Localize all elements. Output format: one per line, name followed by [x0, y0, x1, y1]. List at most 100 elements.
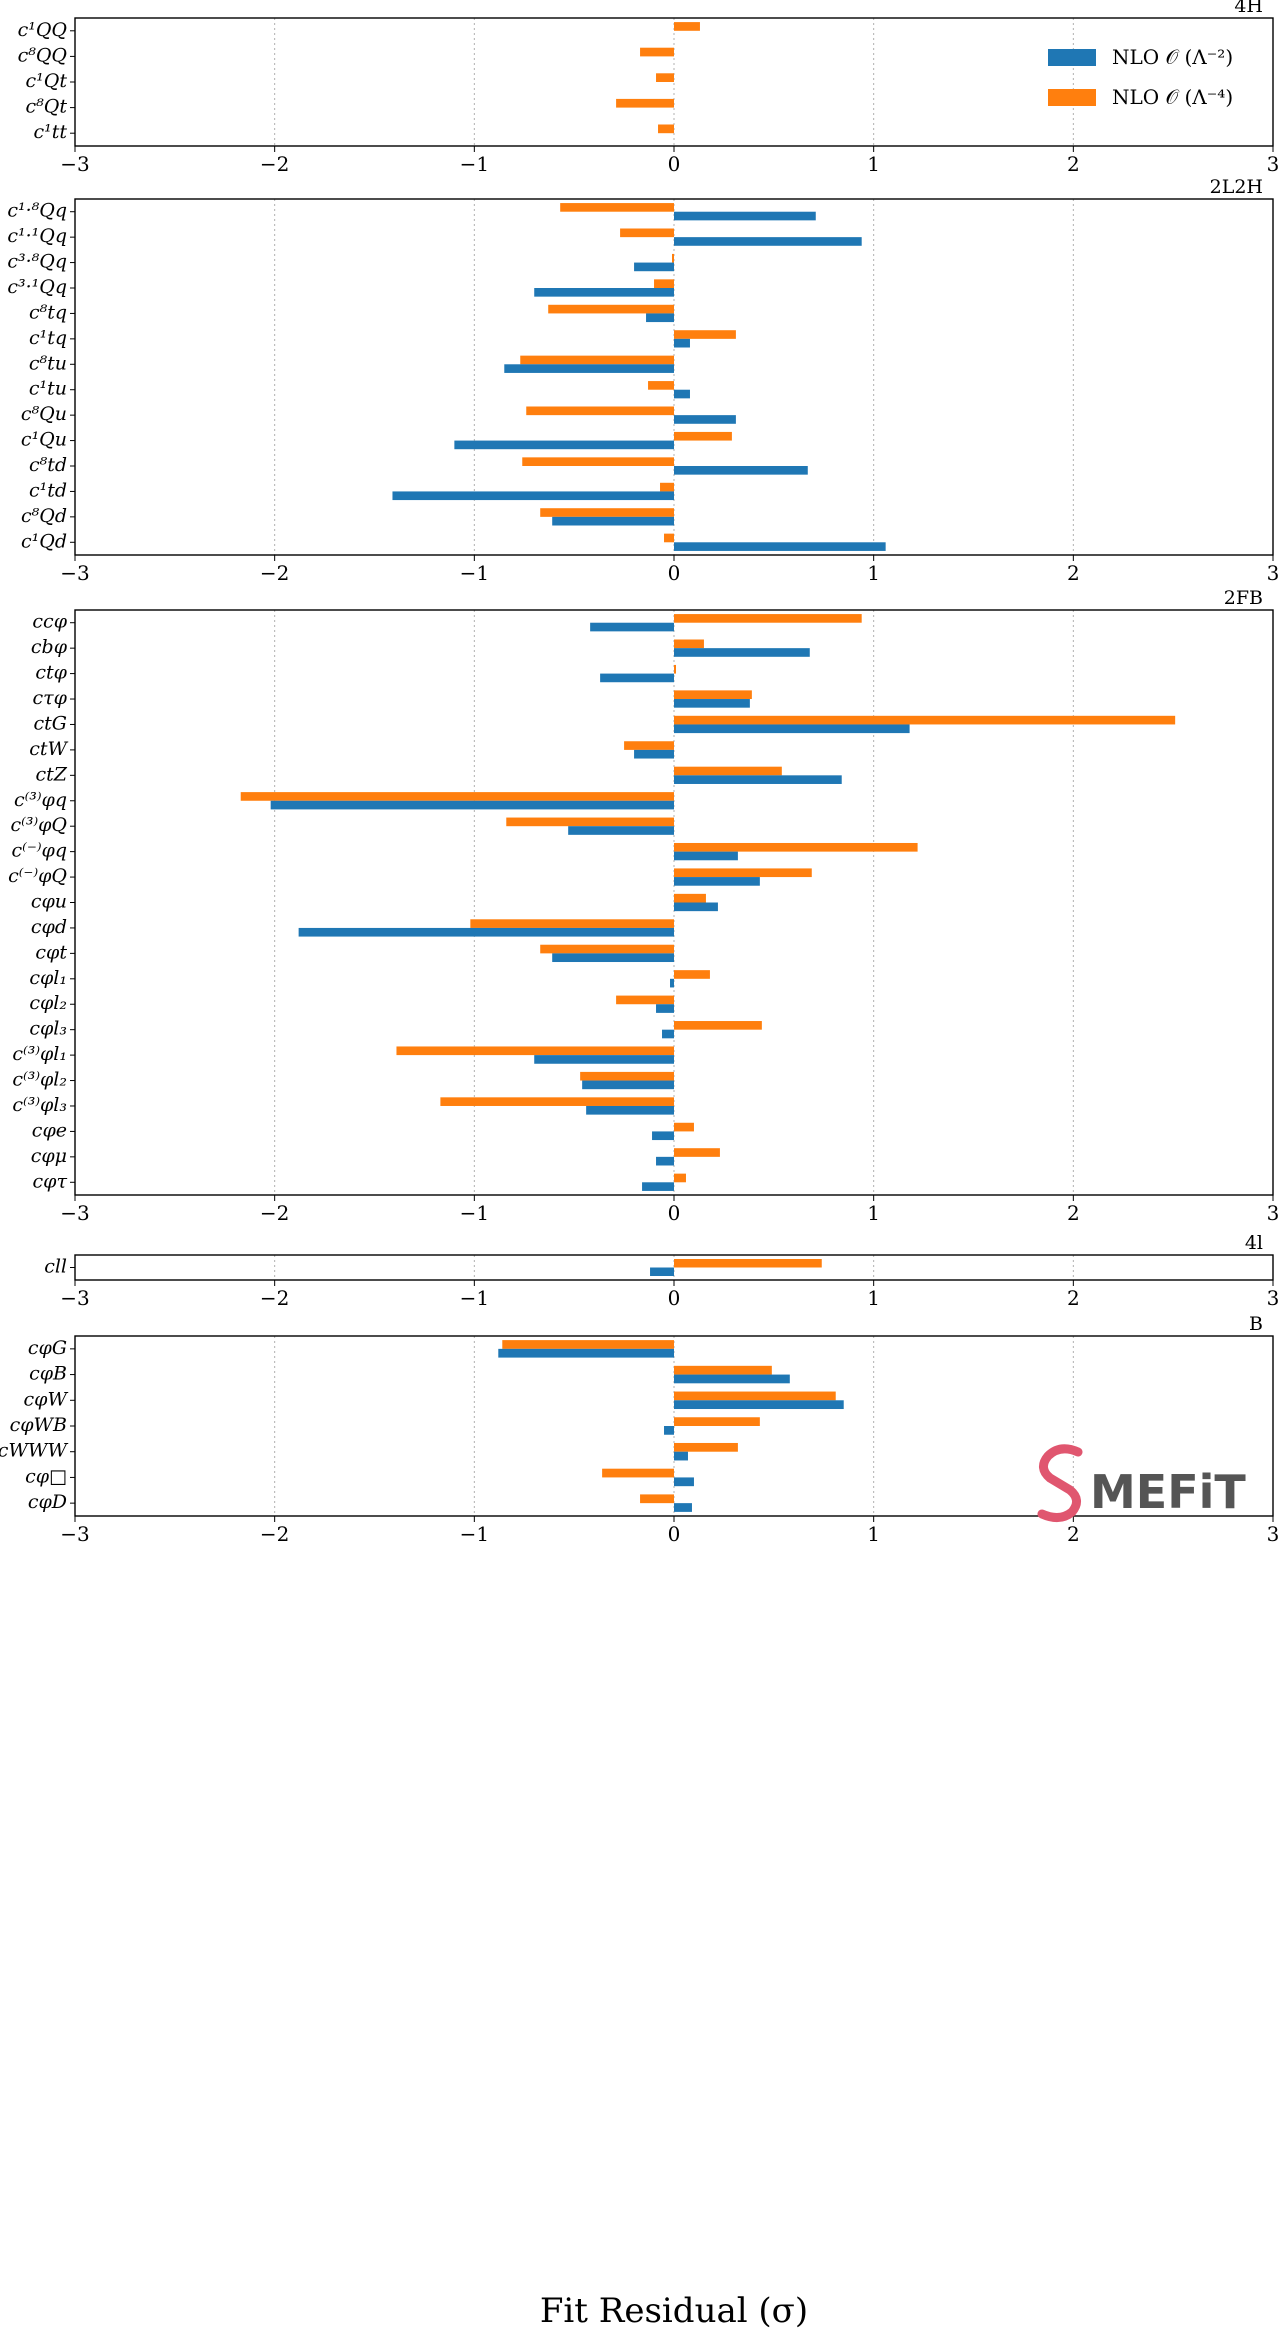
legend-swatch-lambda4	[1048, 89, 1096, 106]
x-tick-label: 2	[1067, 1522, 1080, 1546]
y-tick-label: c⁽⁻⁾φQ	[8, 865, 67, 887]
y-tick-label: cφt	[35, 941, 67, 963]
x-tick-label: −1	[460, 1201, 489, 1225]
bar-lambda4	[674, 893, 706, 903]
bar-lambda2	[504, 364, 674, 373]
bar-lambda2	[552, 953, 674, 963]
y-tick-label: ctZ	[36, 763, 68, 785]
x-tick-label: 0	[668, 1286, 681, 1310]
x-tick-label: 0	[668, 1201, 681, 1225]
x-tick-label: 3	[1267, 1286, 1279, 1310]
bar-lambda2	[634, 749, 674, 759]
bar-lambda2	[298, 927, 674, 937]
bar-lambda4	[672, 253, 674, 263]
bar-lambda2	[652, 1131, 674, 1141]
smefit-logo: MEFiT	[1037, 1444, 1246, 1522]
y-tick-label: c⁸QQ	[18, 44, 67, 66]
x-tick-label: 1	[867, 561, 880, 585]
y-tick-label: c⁸Qu	[21, 403, 67, 425]
panel-title: B	[1249, 1313, 1263, 1335]
axes-frame	[74, 198, 1274, 556]
bar-lambda4	[540, 508, 674, 517]
y-tick-label: cφu	[31, 891, 67, 913]
y-tick-label: c⁸tu	[29, 352, 67, 374]
bar-lambda2	[662, 1029, 674, 1039]
y-tick-label: c¹tu	[29, 378, 67, 400]
y-tick-label: c⁽³⁾φQ	[11, 814, 67, 836]
x-tick-label: −3	[60, 1201, 89, 1225]
bar-lambda2	[674, 1503, 692, 1512]
bar-lambda4	[674, 1122, 694, 1132]
y-tick-label: cφl₃	[29, 1018, 67, 1040]
bar-lambda2	[270, 800, 674, 810]
bar-lambda4	[580, 1071, 674, 1081]
y-tick-label: cφe	[32, 1119, 67, 1141]
bar-lambda4	[522, 457, 674, 466]
bar-lambda2	[656, 1156, 674, 1166]
y-tick-label: c⁽³⁾φl₃	[12, 1094, 67, 1116]
x-tick-label: −2	[260, 1201, 289, 1225]
y-tick-label: c⁸Qd	[21, 505, 67, 527]
bar-lambda2	[646, 313, 674, 323]
bar-lambda4	[674, 868, 812, 878]
panel-2fb: ccφ cbφ ctφ cτφ ctG ctW ctZ c⁽³⁾φq c⁽³⁾φQ c⁽⁻⁾φq c…	[8, 587, 1279, 1225]
bar-lambda2	[670, 978, 674, 988]
y-tick-label: c¹td	[29, 479, 67, 501]
legend-swatch-lambda2	[1048, 49, 1096, 66]
bar-lambda4	[660, 482, 674, 492]
bar-lambda4	[674, 22, 700, 31]
bar-lambda4	[674, 664, 676, 674]
y-tick-label: ctG	[34, 712, 67, 734]
y-tick-label: c³·⁸Qq	[7, 251, 67, 273]
bar-lambda4	[548, 304, 674, 314]
x-tick-label: −3	[60, 1522, 89, 1546]
y-tick-label: cll	[44, 1256, 67, 1278]
bar-lambda4	[640, 1494, 674, 1504]
bar-lambda4	[674, 690, 752, 700]
bar-lambda2	[392, 491, 674, 501]
panel-4l: cll −3 −2 −1 0 1 2 3 4l	[44, 1232, 1279, 1310]
panel-title: 4l	[1245, 1232, 1263, 1254]
bar-lambda2	[590, 622, 674, 632]
bar-lambda2	[674, 877, 760, 886]
x-tick-label: −2	[260, 561, 289, 585]
y-tick-label: c⁽⁻⁾φq	[12, 840, 67, 862]
x-tick-label: −2	[260, 1286, 289, 1310]
y-tick-label: cbφ	[31, 636, 68, 658]
y-tick-label: c⁸Qt	[26, 96, 68, 118]
bar-lambda4	[506, 817, 674, 827]
y-tick-label: c¹Qt	[26, 70, 68, 92]
bar-lambda4	[560, 203, 674, 212]
bar-lambda4	[674, 1148, 720, 1157]
bar-lambda4	[648, 381, 674, 390]
bar-lambda2	[674, 1400, 844, 1410]
bar-lambda4	[656, 73, 674, 82]
bar-lambda2	[664, 1426, 674, 1435]
panel-title: 4H	[1234, 0, 1263, 17]
x-tick-label: 2	[1067, 561, 1080, 585]
y-tick-label: c⁽³⁾φl₁	[12, 1043, 67, 1065]
bar-lambda2	[674, 415, 736, 424]
bar-lambda4	[674, 715, 1176, 725]
bar-lambda4	[674, 1365, 772, 1375]
bar-lambda4	[674, 1417, 760, 1426]
bar-lambda4	[674, 431, 732, 441]
y-tick-label: c⁸td	[29, 454, 67, 476]
panel-title: 2FB	[1224, 587, 1263, 609]
y-tick-label: c¹tt	[33, 121, 67, 143]
bar-lambda4	[674, 1173, 686, 1183]
x-tick-label: 1	[867, 1522, 880, 1546]
y-tick-label: c⁽³⁾φq	[14, 789, 67, 811]
bar-lambda4	[640, 47, 674, 57]
y-tick-label: cφWB	[10, 1414, 67, 1436]
bar-lambda2	[674, 211, 816, 221]
y-tick-label: cWWW	[0, 1440, 68, 1462]
bar-lambda4	[658, 124, 674, 134]
bar-lambda4	[674, 970, 710, 979]
bar-lambda4	[674, 842, 918, 852]
y-tick-label: c⁽³⁾φl₂	[12, 1069, 67, 1091]
y-tick-label: ccφ	[32, 611, 67, 633]
bar-lambda4	[674, 614, 862, 623]
x-tick-label: 3	[1267, 561, 1279, 585]
